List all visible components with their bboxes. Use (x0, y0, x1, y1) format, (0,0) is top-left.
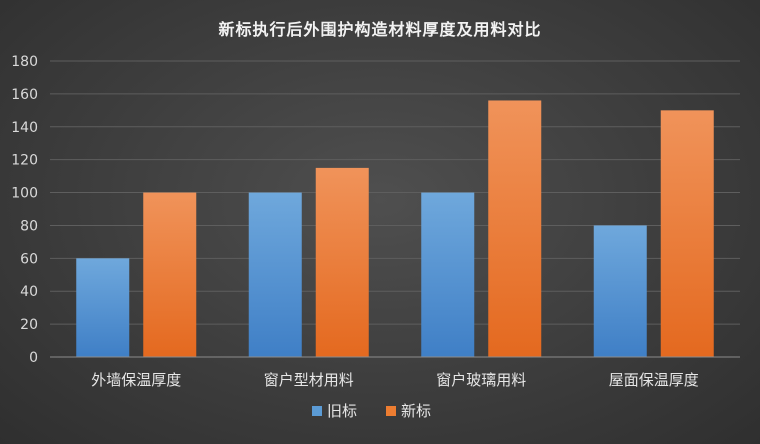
y-tick-label: 100 (11, 186, 38, 202)
x-category-label: 屋面保温厚度 (609, 371, 699, 389)
bars (76, 100, 714, 357)
y-tick-label: 180 (11, 54, 38, 70)
legend-label: 旧标 (327, 402, 357, 420)
y-tick-label: 140 (11, 120, 38, 136)
bar-new (143, 192, 197, 357)
legend-swatch (386, 406, 396, 416)
bar-new (660, 110, 714, 357)
x-category-label: 窗户型材用料 (264, 371, 354, 389)
y-tick-label: 60 (20, 251, 38, 267)
bar-old (421, 192, 475, 357)
axes: 0 20 40 60 80 100 120 140 160 180 外墙保温厚度 窗户型材用料 窗户玻璃… (11, 54, 740, 389)
y-tick-label: 0 (29, 350, 38, 366)
y-tick-label: 40 (20, 284, 38, 300)
bar-new (315, 167, 369, 357)
bar-new (488, 100, 542, 357)
legend-swatch (312, 406, 322, 416)
y-tick-label: 160 (11, 87, 38, 103)
y-tick-label: 80 (20, 218, 38, 234)
legend-label: 新标 (401, 402, 431, 420)
chart-title: 新标执行后外围护构造材料厚度及用料对比 (218, 20, 542, 39)
bar-old (76, 258, 130, 357)
x-category-label: 窗户玻璃用料 (436, 371, 526, 389)
bar-old (593, 225, 647, 357)
y-tick-label: 120 (11, 153, 38, 169)
legend: 旧标 新标 (312, 402, 431, 420)
bar-old (248, 192, 302, 357)
y-tick-label: 20 (20, 317, 38, 333)
x-category-label: 外墙保温厚度 (91, 371, 181, 389)
